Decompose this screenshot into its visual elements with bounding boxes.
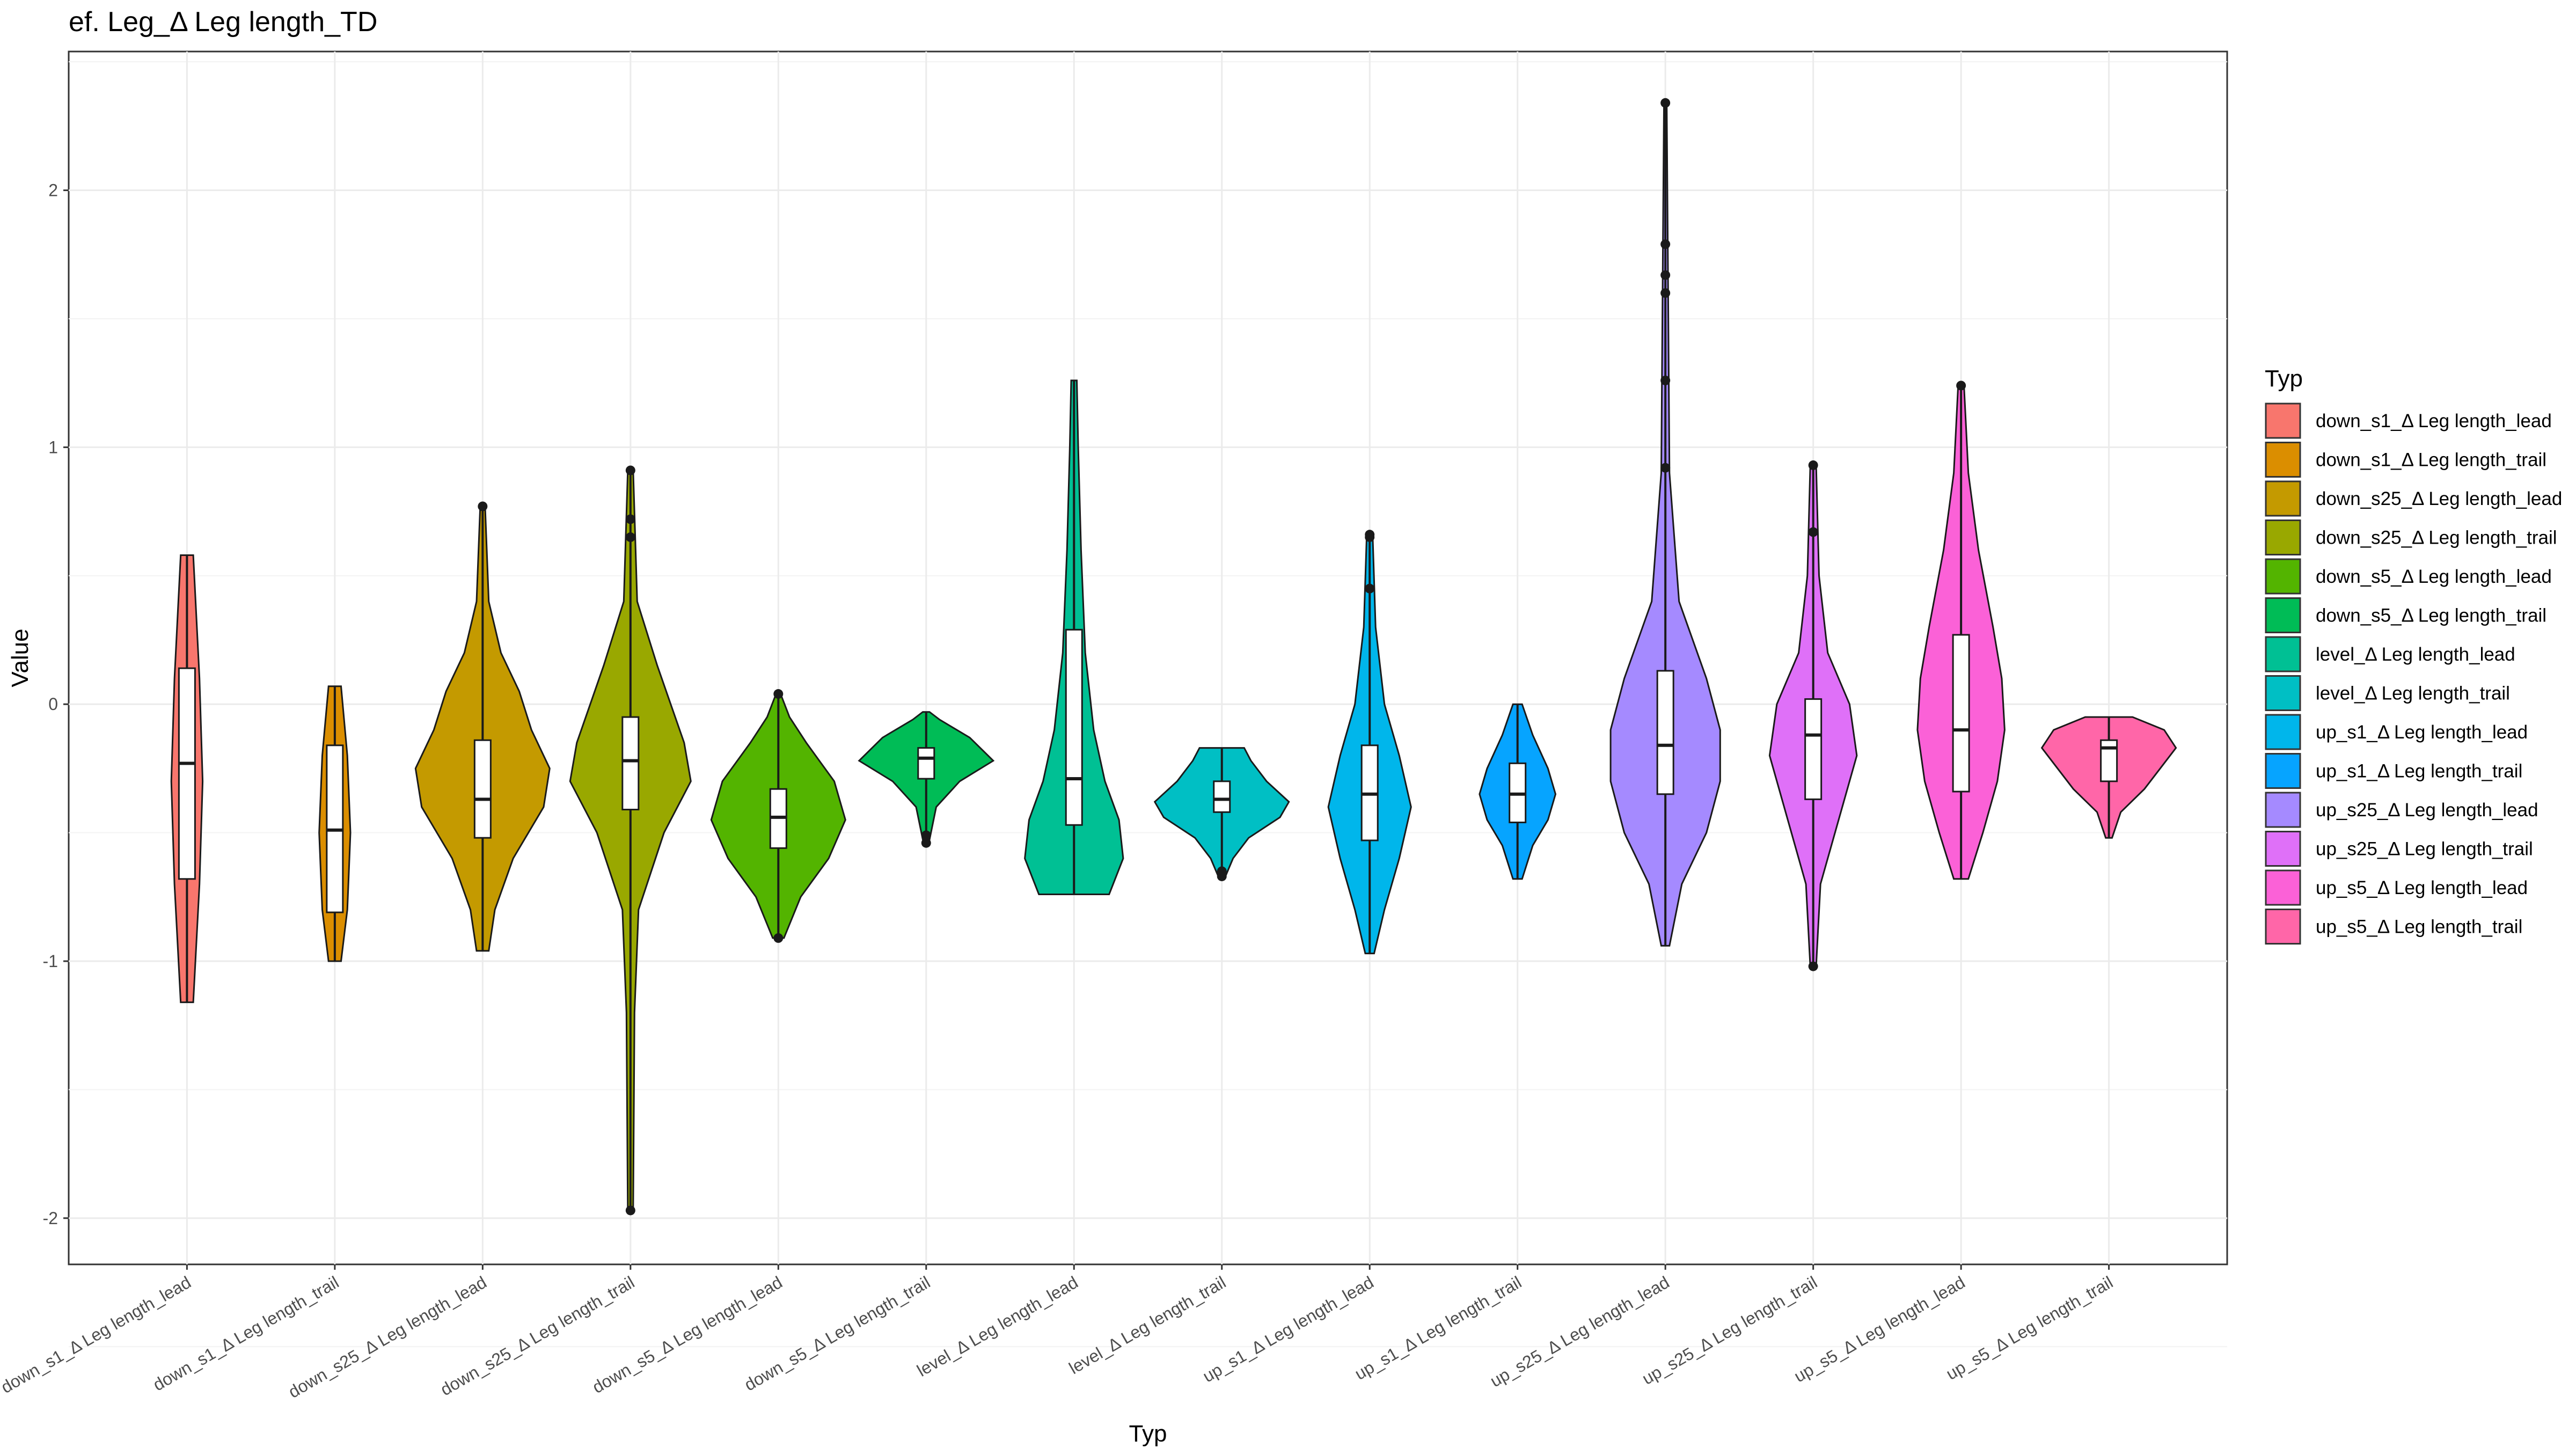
violin-group bbox=[1609, 98, 1721, 947]
legend-label: down_s5_Δ Leg length_trail bbox=[2316, 605, 2546, 626]
outlier-point bbox=[773, 933, 784, 943]
outlier-point bbox=[1808, 961, 1818, 971]
violin-group bbox=[318, 685, 352, 962]
violin-group bbox=[170, 554, 204, 1004]
box bbox=[1213, 780, 1231, 813]
y-axis-title: Value bbox=[7, 628, 33, 687]
outlier-point bbox=[921, 838, 931, 848]
violin-group bbox=[1153, 747, 1290, 881]
outlier-point bbox=[1660, 463, 1671, 473]
x-tick-label: up_s5_Δ Leg length_trail bbox=[1943, 1272, 2116, 1384]
legend-swatch bbox=[2265, 753, 2301, 789]
x-tick-label: level_Δ Leg length_trail bbox=[1066, 1272, 1230, 1378]
legend-swatch bbox=[2265, 792, 2301, 828]
outlier-point bbox=[478, 501, 488, 511]
legend-swatch bbox=[2265, 869, 2301, 906]
outlier-point bbox=[1217, 871, 1227, 881]
legend-label: down_s25_Δ Leg length_lead bbox=[2316, 488, 2562, 509]
outlier-point bbox=[1660, 375, 1671, 385]
legend-swatch bbox=[2265, 442, 2301, 478]
legend-swatch bbox=[2265, 831, 2301, 867]
legend-swatch bbox=[2265, 402, 2301, 439]
plot-panel bbox=[68, 50, 2228, 1265]
box bbox=[1065, 628, 1083, 826]
violin-group bbox=[569, 465, 692, 1216]
outlier-point bbox=[625, 1205, 635, 1216]
outlier-point bbox=[625, 514, 635, 524]
box bbox=[621, 716, 640, 810]
legend-label: level_Δ Leg length_trail bbox=[2316, 683, 2510, 704]
legend: Typ down_s1_Δ Leg length_lead down_s1_Δ L… bbox=[2265, 365, 2562, 945]
box bbox=[178, 667, 196, 880]
box bbox=[1952, 634, 1970, 793]
legend-label: down_s1_Δ Leg length_trail bbox=[2316, 450, 2546, 471]
box bbox=[473, 739, 492, 839]
outlier-point bbox=[1365, 532, 1375, 542]
outlier-point bbox=[625, 465, 635, 475]
legend-label: up_s1_Δ Leg length_lead bbox=[2316, 722, 2528, 743]
outlier-point bbox=[1808, 460, 1818, 470]
violin-group bbox=[1024, 379, 1124, 895]
legend-label: level_Δ Leg length_lead bbox=[2316, 644, 2515, 665]
outlier-point bbox=[1660, 98, 1671, 108]
legend-swatch bbox=[2265, 519, 2301, 555]
violin-group bbox=[414, 501, 551, 952]
violin-group bbox=[2040, 716, 2177, 839]
legend-swatch bbox=[2265, 558, 2301, 595]
outlier-point bbox=[921, 830, 931, 840]
outlier-point bbox=[1365, 583, 1375, 594]
legend-label: up_s25_Δ Leg length_trail bbox=[2316, 839, 2533, 860]
violin-group bbox=[1479, 703, 1557, 880]
box bbox=[1656, 670, 1674, 795]
legend-swatch bbox=[2265, 480, 2301, 517]
x-tick-label: level_Δ Leg length_lead bbox=[913, 1272, 1081, 1380]
outlier-point bbox=[1956, 380, 1966, 391]
legend-swatch bbox=[2265, 597, 2301, 633]
legend-label: down_s1_Δ Leg length_lead bbox=[2316, 411, 2552, 431]
x-axis-title: Typ bbox=[1129, 1421, 1167, 1447]
y-tick-label: -1 bbox=[43, 952, 58, 971]
legend-label: up_s5_Δ Leg length_trail bbox=[2316, 917, 2522, 938]
violin-group bbox=[1916, 380, 2006, 880]
legend-label: down_s5_Δ Leg length_lead bbox=[2316, 566, 2552, 587]
violin-group bbox=[710, 689, 846, 943]
violin-group bbox=[858, 711, 995, 848]
outlier-point bbox=[625, 532, 635, 542]
outlier-point bbox=[1660, 270, 1671, 280]
legend-label: down_s25_Δ Leg length_trail bbox=[2316, 528, 2557, 548]
legend-swatch bbox=[2265, 714, 2301, 750]
outlier-point bbox=[1808, 527, 1818, 537]
legend-swatch bbox=[2265, 909, 2301, 945]
legend-label: up_s5_Δ Leg length_lead bbox=[2316, 877, 2528, 898]
y-tick-label: 0 bbox=[48, 694, 58, 714]
box bbox=[1804, 698, 1823, 800]
legend-title: Typ bbox=[2265, 365, 2303, 392]
chart-title: ef. Leg_Δ Leg length_TD bbox=[69, 6, 377, 38]
violins bbox=[170, 98, 2177, 1216]
y-tick-label: 1 bbox=[48, 437, 58, 457]
legend-label: up_s1_Δ Leg length_trail bbox=[2316, 761, 2522, 782]
y-tick-label: -2 bbox=[43, 1209, 58, 1228]
violin-group bbox=[1768, 460, 1858, 971]
outlier-point bbox=[1660, 239, 1671, 250]
legend-swatch bbox=[2265, 675, 2301, 711]
y-axis: -2 -1 0 1 2 bbox=[43, 181, 69, 1228]
outlier-point bbox=[1660, 288, 1671, 298]
outlier-point bbox=[773, 689, 784, 699]
box bbox=[917, 747, 935, 780]
violin-group bbox=[1327, 530, 1412, 955]
y-tick-label: 2 bbox=[48, 181, 58, 200]
legend-label: up_s25_Δ Leg length_lead bbox=[2316, 800, 2538, 821]
legend-swatch bbox=[2265, 636, 2301, 672]
